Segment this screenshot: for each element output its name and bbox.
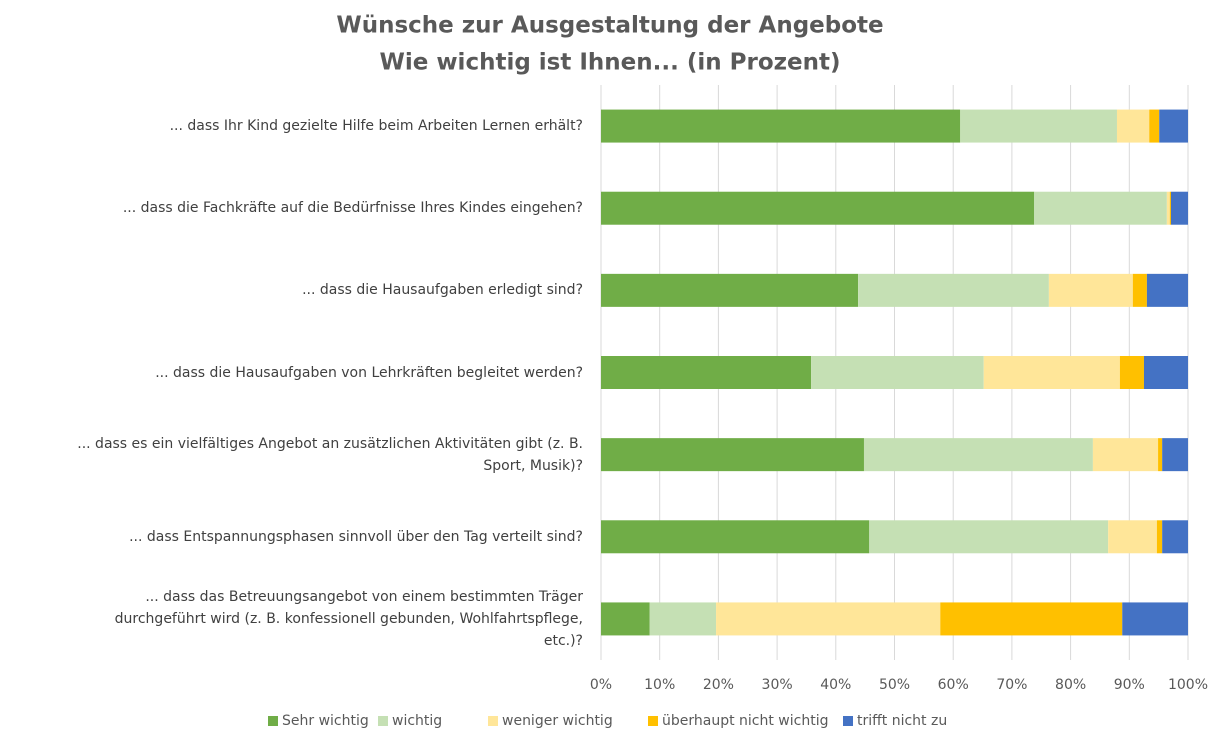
bar-segment: [1108, 520, 1157, 554]
bar-segment: [863, 438, 1093, 472]
bar-segment: [858, 273, 1049, 307]
bar-segment: [1159, 109, 1188, 143]
y-tick-label: ... dass das Betreuungsangebot von einem…: [114, 588, 583, 649]
legend-swatch: [268, 716, 278, 726]
bar-segment: [1166, 191, 1170, 225]
x-tick-label: 10%: [644, 677, 675, 693]
legend-label: trifft nicht zu: [857, 713, 947, 729]
bar-segment: [601, 520, 870, 554]
bar-segment: [601, 356, 812, 389]
bar-segment: [1149, 109, 1160, 143]
x-tick-label: 30%: [762, 677, 793, 693]
bar-segment: [1122, 602, 1188, 636]
legend-label: weniger wichtig: [502, 713, 613, 729]
bar-segment: [716, 602, 941, 636]
bar-segment: [1162, 520, 1188, 554]
bar-segment: [960, 109, 1117, 143]
x-tick-label: 80%: [1055, 677, 1086, 693]
bar-segment: [1092, 438, 1159, 472]
x-tick-label: 90%: [1114, 677, 1145, 693]
bar-segment: [1119, 356, 1144, 389]
chart-title: Wünsche zur Ausgestaltung der Angebote: [336, 13, 883, 39]
bar-segment: [1158, 438, 1163, 472]
bar-segment: [601, 602, 650, 636]
y-tick-label: ... dass Ihr Kind gezielte Hilfe beim Ar…: [169, 118, 583, 135]
bar-segment: [1146, 273, 1188, 307]
bar-segment: [601, 191, 1035, 225]
x-tick-label: 100%: [1168, 677, 1208, 693]
bar-segment: [601, 438, 864, 472]
bar-segment: [649, 602, 717, 636]
legend-label: wichtig: [392, 713, 442, 729]
bar-segment: [601, 109, 961, 143]
bar-segment: [1169, 191, 1171, 225]
x-tick-label: 60%: [938, 677, 969, 693]
bar-segment: [1170, 191, 1188, 225]
bar-segment: [601, 273, 859, 307]
y-tick-label: ... dass Entspannungsphasen sinnvoll übe…: [129, 528, 583, 545]
x-tick-label: 20%: [703, 677, 734, 693]
bar-segment: [811, 356, 984, 389]
bar-segment: [1162, 438, 1188, 472]
legend-label: überhaupt nicht wichtig: [662, 713, 828, 729]
y-tick-label: ... dass die Hausaufgaben von Lehrkräfte…: [155, 364, 583, 381]
x-tick-label: 0%: [590, 677, 612, 693]
x-tick-label: 50%: [879, 677, 910, 693]
legend-swatch: [488, 716, 498, 726]
legend-swatch: [843, 716, 853, 726]
bar-segment: [1116, 109, 1150, 143]
x-tick-label: 40%: [820, 677, 851, 693]
bar-segment: [1156, 520, 1163, 554]
y-tick-label: ... dass es ein vielfältiges Angebot an …: [77, 435, 583, 474]
bar-segment: [1132, 273, 1147, 307]
legend-label: Sehr wichtig: [282, 713, 369, 729]
bar-segment: [1143, 356, 1188, 389]
bar-segment: [1048, 273, 1133, 307]
bar-segment: [869, 520, 1109, 554]
y-tick-label: ... dass die Fachkräfte auf die Bedürfni…: [122, 200, 583, 217]
bar-segment: [940, 602, 1123, 636]
x-tick-label: 70%: [996, 677, 1027, 693]
y-tick-label: ... dass die Hausaufgaben erledigt sind?: [302, 282, 583, 299]
legend-swatch: [378, 716, 388, 726]
bar-segment: [983, 356, 1120, 389]
chart-subtitle: Wie wichtig ist Ihnen... (in Prozent): [379, 50, 840, 76]
legend-swatch: [648, 716, 658, 726]
bar-segment: [1034, 191, 1167, 225]
